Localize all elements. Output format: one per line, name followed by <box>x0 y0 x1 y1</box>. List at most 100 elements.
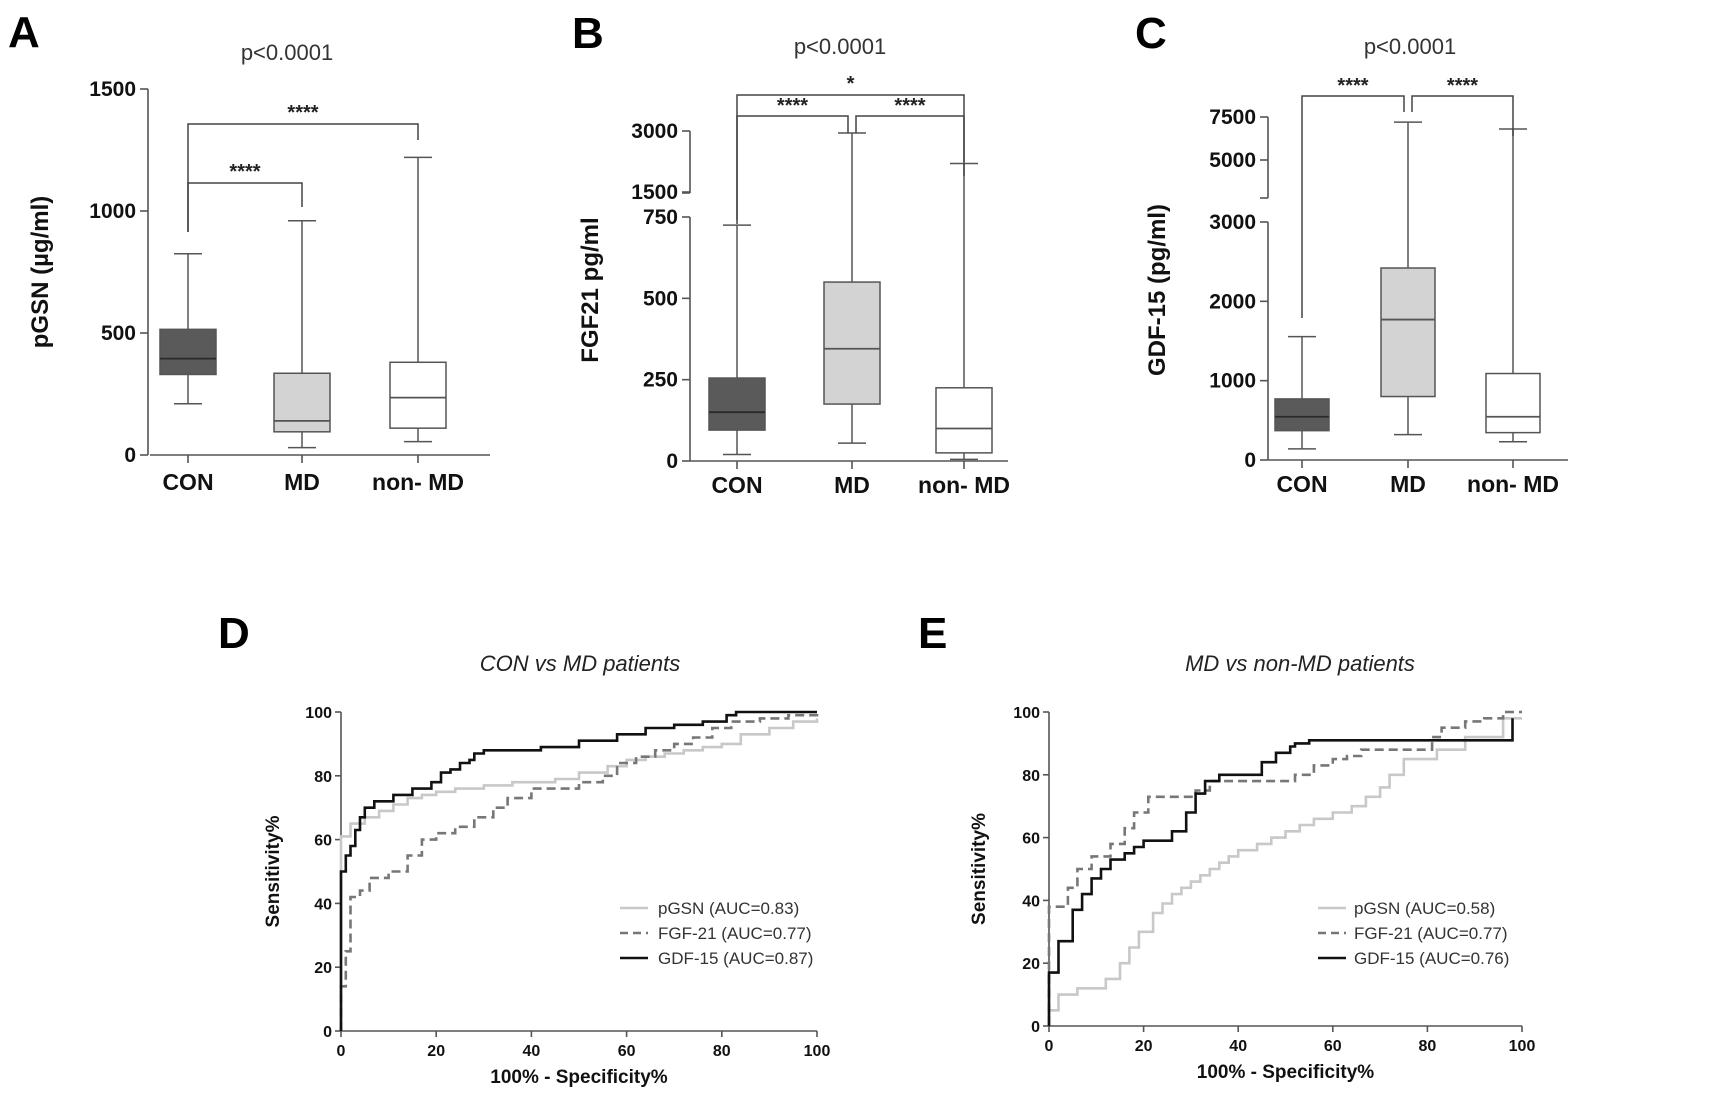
significance-stars: **** <box>229 161 260 183</box>
roc-y-tick-label-d: 20 <box>314 960 332 977</box>
roc-title-e: MD vs non-MD patients <box>1185 651 1415 676</box>
box-con <box>708 377 766 431</box>
roc-x-axis-label-d: 100% - Specificity% <box>490 1067 668 1088</box>
roc-y-tick-label-e: 0 <box>1031 1019 1040 1036</box>
roc-x-tick-label-e: 80 <box>1419 1038 1437 1055</box>
roc-x-tick-label-e: 0 <box>1045 1038 1054 1055</box>
roc-y-tick-label-d: 0 <box>323 1024 332 1041</box>
box-md <box>1380 267 1436 398</box>
panel-letter-c: C <box>1135 9 1167 58</box>
significance-stars: **** <box>894 95 925 117</box>
x-category-label-md: MD <box>834 472 870 498</box>
y-axis-label-a: pGSN (µg/ml) <box>27 196 54 348</box>
x-category-label-con: CON <box>1276 471 1327 497</box>
box-non-md <box>389 361 447 429</box>
legend-label-pgsn: pGSN (AUC=0.83) <box>658 899 799 918</box>
panel-letter-d: D <box>218 609 250 658</box>
y-tick-label-b: 1500 <box>631 181 678 204</box>
legend-label-gdf-15: GDF-15 (AUC=0.76) <box>1354 949 1509 968</box>
x-category-label-con: CON <box>711 472 762 498</box>
box-con <box>1274 398 1330 432</box>
panel-letter-b: B <box>572 9 604 58</box>
significance-bracket <box>855 115 965 176</box>
y-tick-label-b: 500 <box>643 287 678 310</box>
significance-bracket <box>736 115 849 224</box>
significance-stars: * <box>847 73 855 95</box>
box-md <box>823 281 881 405</box>
roc-y-tick-label-e: 60 <box>1022 831 1040 848</box>
box-con <box>159 328 217 376</box>
p-value-b: p<0.0001 <box>794 34 886 59</box>
roc-curve-gdf-15 <box>1047 718 1514 1026</box>
roc-y-tick-label-d: 100 <box>305 705 332 722</box>
x-category-label-md: MD <box>1390 471 1426 497</box>
roc-x-tick-label-e: 100 <box>1509 1038 1536 1055</box>
significance-bracket <box>1411 95 1514 136</box>
y-tick-label-a: 0 <box>124 444 136 467</box>
roc-y-tick-label-e: 80 <box>1022 768 1040 785</box>
roc-y-tick-label-e: 40 <box>1022 893 1040 910</box>
roc-x-tick-label-d: 40 <box>523 1043 541 1060</box>
roc-curve-pgsn <box>1047 716 1522 1026</box>
y-axis-label-c: GDF-15 (pg/ml) <box>1144 204 1171 376</box>
y-tick-label-a: 1500 <box>89 78 136 101</box>
x-category-label-non-md: non- MD <box>1467 471 1559 497</box>
roc-x-tick-label-e: 60 <box>1324 1038 1342 1055</box>
significance-stars: **** <box>777 95 808 117</box>
roc-y-tick-label-e: 20 <box>1022 956 1040 973</box>
y-tick-label-b: 0 <box>666 450 678 473</box>
y-tick-label-c: 5000 <box>1209 149 1256 172</box>
y-tick-label-c: 2000 <box>1209 290 1256 313</box>
p-value-c: p<0.0001 <box>1364 34 1456 59</box>
x-category-label-con: CON <box>162 469 213 495</box>
roc-x-tick-label-d: 100 <box>804 1043 831 1060</box>
y-tick-label-a: 500 <box>101 322 136 345</box>
roc-y-tick-label-d: 80 <box>314 769 332 786</box>
legend-label-fgf-21: FGF-21 (AUC=0.77) <box>658 924 812 943</box>
roc-y-tick-label-d: 40 <box>314 896 332 913</box>
roc-x-tick-label-e: 40 <box>1229 1038 1247 1055</box>
box-md <box>273 372 331 433</box>
significance-stars: **** <box>1337 75 1368 97</box>
roc-y-axis-label-e: Sensitivity% <box>969 813 990 925</box>
significance-bracket <box>1301 95 1405 318</box>
roc-x-tick-label-e: 20 <box>1135 1038 1153 1055</box>
y-tick-label-c: 3000 <box>1209 211 1256 234</box>
roc-y-axis-label-d: Sensitivity% <box>263 815 284 927</box>
y-tick-label-c: 0 <box>1244 449 1256 472</box>
x-category-label-md: MD <box>284 469 320 495</box>
panel-letter-a: A <box>8 8 40 57</box>
roc-curve-fgf-21 <box>1047 710 1522 1026</box>
roc-curve-gdf-15 <box>339 710 817 1031</box>
y-tick-label-c: 7500 <box>1209 106 1256 129</box>
box-non-md <box>935 387 993 454</box>
roc-title-d: CON vs MD patients <box>480 651 681 676</box>
y-axis-label-b: FGF21 pg/ml <box>577 217 604 362</box>
significance-stars: **** <box>1447 75 1478 97</box>
roc-x-axis-label-e: 100% - Specificity% <box>1197 1062 1375 1083</box>
roc-y-tick-label-e: 100 <box>1013 705 1040 722</box>
roc-x-tick-label-d: 80 <box>713 1043 731 1060</box>
roc-y-tick-label-d: 60 <box>314 833 332 850</box>
roc-x-tick-label-d: 0 <box>337 1043 346 1060</box>
significance-bracket <box>187 182 303 232</box>
roc-x-tick-label-d: 20 <box>427 1043 445 1060</box>
legend-label-fgf-21: FGF-21 (AUC=0.77) <box>1354 924 1508 943</box>
panel-d: D CON vs MD patients 0 20 40 60 80 100 0 20 40 60 80… <box>218 609 830 1088</box>
roc-curve-fgf-21 <box>339 712 819 1031</box>
significance-bracket <box>736 94 965 220</box>
y-tick-label-a: 1000 <box>89 200 136 223</box>
y-tick-label-c: 1000 <box>1209 370 1256 393</box>
y-tick-label-b: 3000 <box>631 120 678 143</box>
significance-bracket <box>187 123 419 232</box>
panel-e: E MD vs non-MD patients 0 20 40 60 80 100 0 20 40 6… <box>918 609 1535 1083</box>
roc-x-tick-label-d: 60 <box>618 1043 636 1060</box>
legend-label-pgsn: pGSN (AUC=0.58) <box>1354 899 1495 918</box>
panel-letter-e: E <box>918 609 947 658</box>
roc-curve-pgsn <box>339 718 819 1031</box>
x-category-label-non-md: non- MD <box>372 469 464 495</box>
